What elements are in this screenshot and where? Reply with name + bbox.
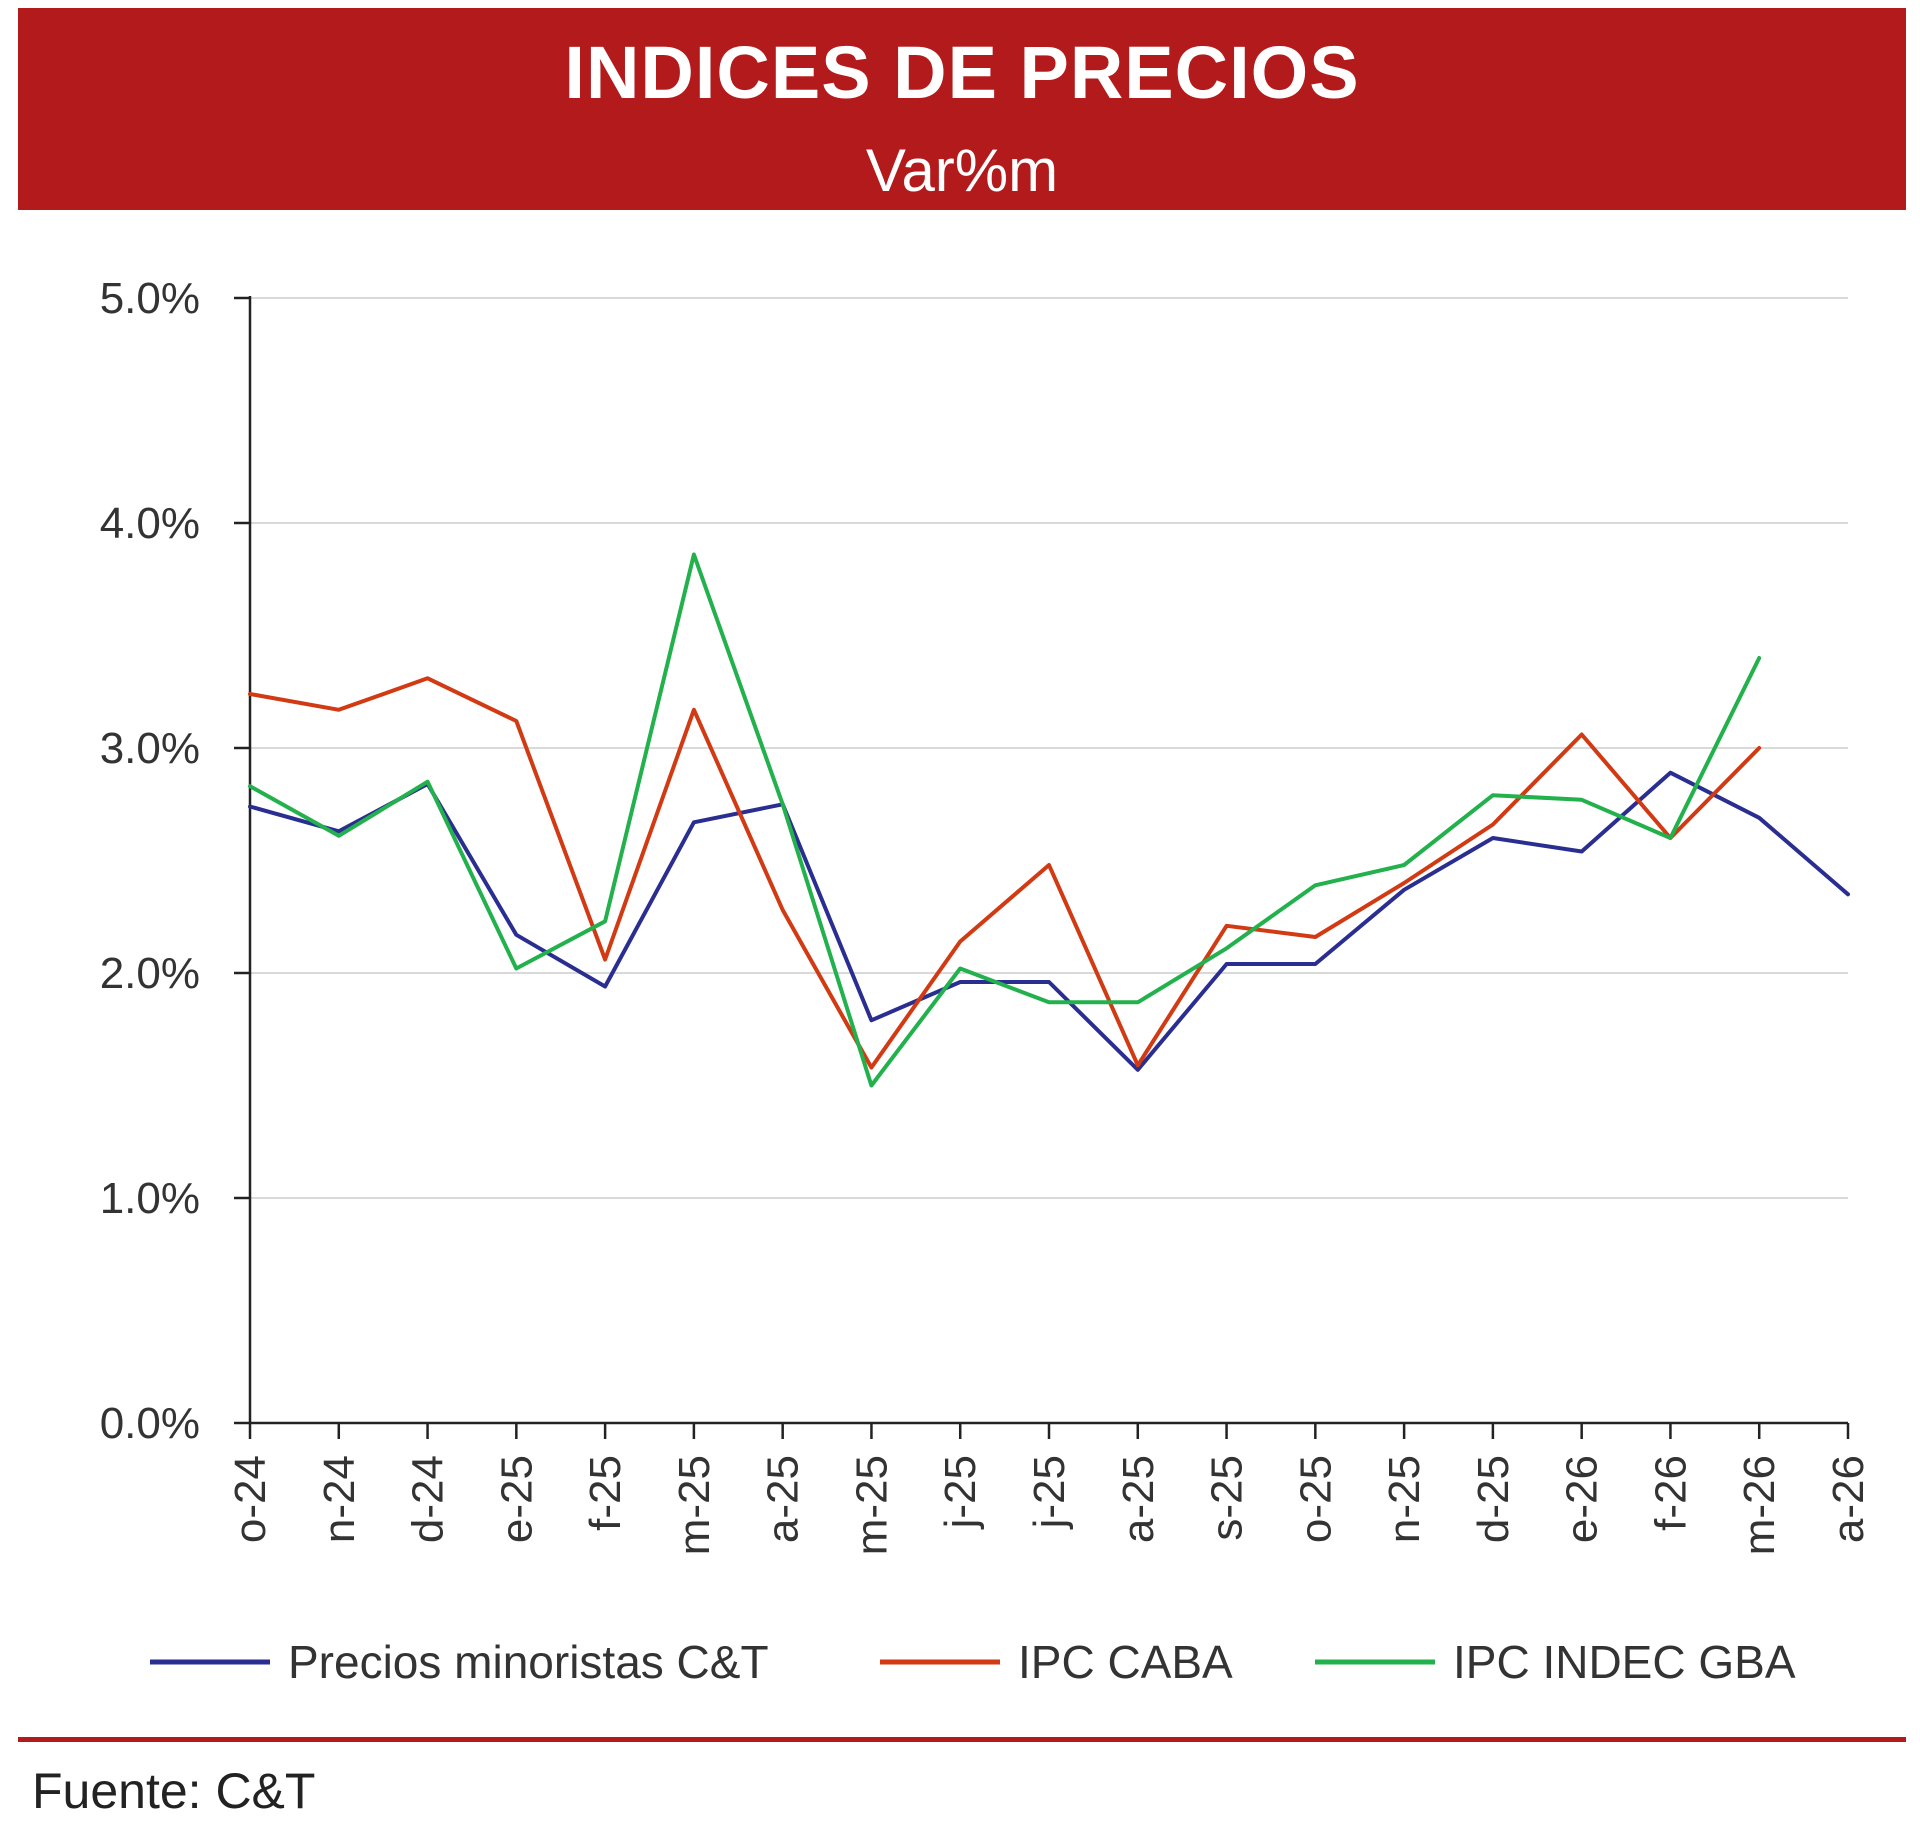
x-tick-label: e-26 [1558, 1455, 1607, 1543]
x-tick-label: a-25 [1114, 1455, 1163, 1543]
x-tick-label: o-25 [1291, 1455, 1340, 1543]
footer-rule [18, 1737, 1906, 1742]
y-tick-label: 1.0% [100, 1174, 200, 1223]
x-tick-label: d-24 [404, 1455, 453, 1543]
y-tick-label: 3.0% [100, 724, 200, 773]
x-tick-label: o-24 [226, 1455, 275, 1543]
title-banner: INDICES DE PRECIOS Var%m [18, 8, 1906, 210]
x-tick-label: e-25 [492, 1455, 541, 1543]
x-tick-label: n-25 [1380, 1455, 1429, 1543]
x-tick-label: m-25 [847, 1455, 896, 1555]
x-tick-label: n-24 [315, 1455, 364, 1543]
x-tick-label: a-25 [759, 1455, 808, 1543]
chart-subtitle: Var%m [865, 137, 1059, 204]
series-line-3 [248, 552, 1762, 1088]
line-chart: 0.0% 1.0% 2.0% 3.0% 4.0% 5.0% o-24 n-24 d-24 e-2… [100, 274, 1873, 1688]
x-tick-label: f-25 [581, 1455, 630, 1531]
legend-label: Precios minoristas C&T [288, 1636, 769, 1688]
x-tick-label: s-25 [1203, 1455, 1252, 1541]
y-tick-label: 4.0% [100, 499, 200, 548]
x-tick-label: a-26 [1824, 1455, 1873, 1543]
x-tick-label: m-25 [670, 1455, 719, 1555]
series-lines [248, 552, 1850, 1088]
chart-title: INDICES DE PRECIOS [564, 31, 1360, 114]
y-tick-label: 5.0% [100, 274, 200, 323]
y-tick-label: 0.0% [100, 1399, 200, 1448]
x-tick-label: f-26 [1646, 1455, 1695, 1531]
legend-label: IPC INDEC GBA [1453, 1636, 1796, 1688]
gridlines [250, 297, 1848, 1199]
legend: Precios minoristas C&T IPC CABA IPC INDEC … [150, 1636, 1796, 1688]
source-note: Fuente: C&T [32, 1763, 316, 1819]
y-tick-labels: 0.0% 1.0% 2.0% 3.0% 4.0% 5.0% [100, 274, 200, 1448]
legend-label: IPC CABA [1018, 1636, 1233, 1688]
x-tick-label: d-25 [1469, 1455, 1518, 1543]
series-line-2 [248, 676, 1762, 1070]
y-tick-label: 2.0% [100, 949, 200, 998]
x-tick-label: j-25 [1025, 1455, 1074, 1530]
series-line-1 [248, 770, 1850, 1072]
x-tick-label: m-26 [1735, 1455, 1784, 1555]
x-tick-labels: o-24 n-24 d-24 e-25 f-25 m-25 a-25 m-25 j-25 j-25… [226, 1455, 1873, 1555]
x-tick-label: j-25 [936, 1455, 985, 1530]
axes [234, 296, 1850, 1439]
